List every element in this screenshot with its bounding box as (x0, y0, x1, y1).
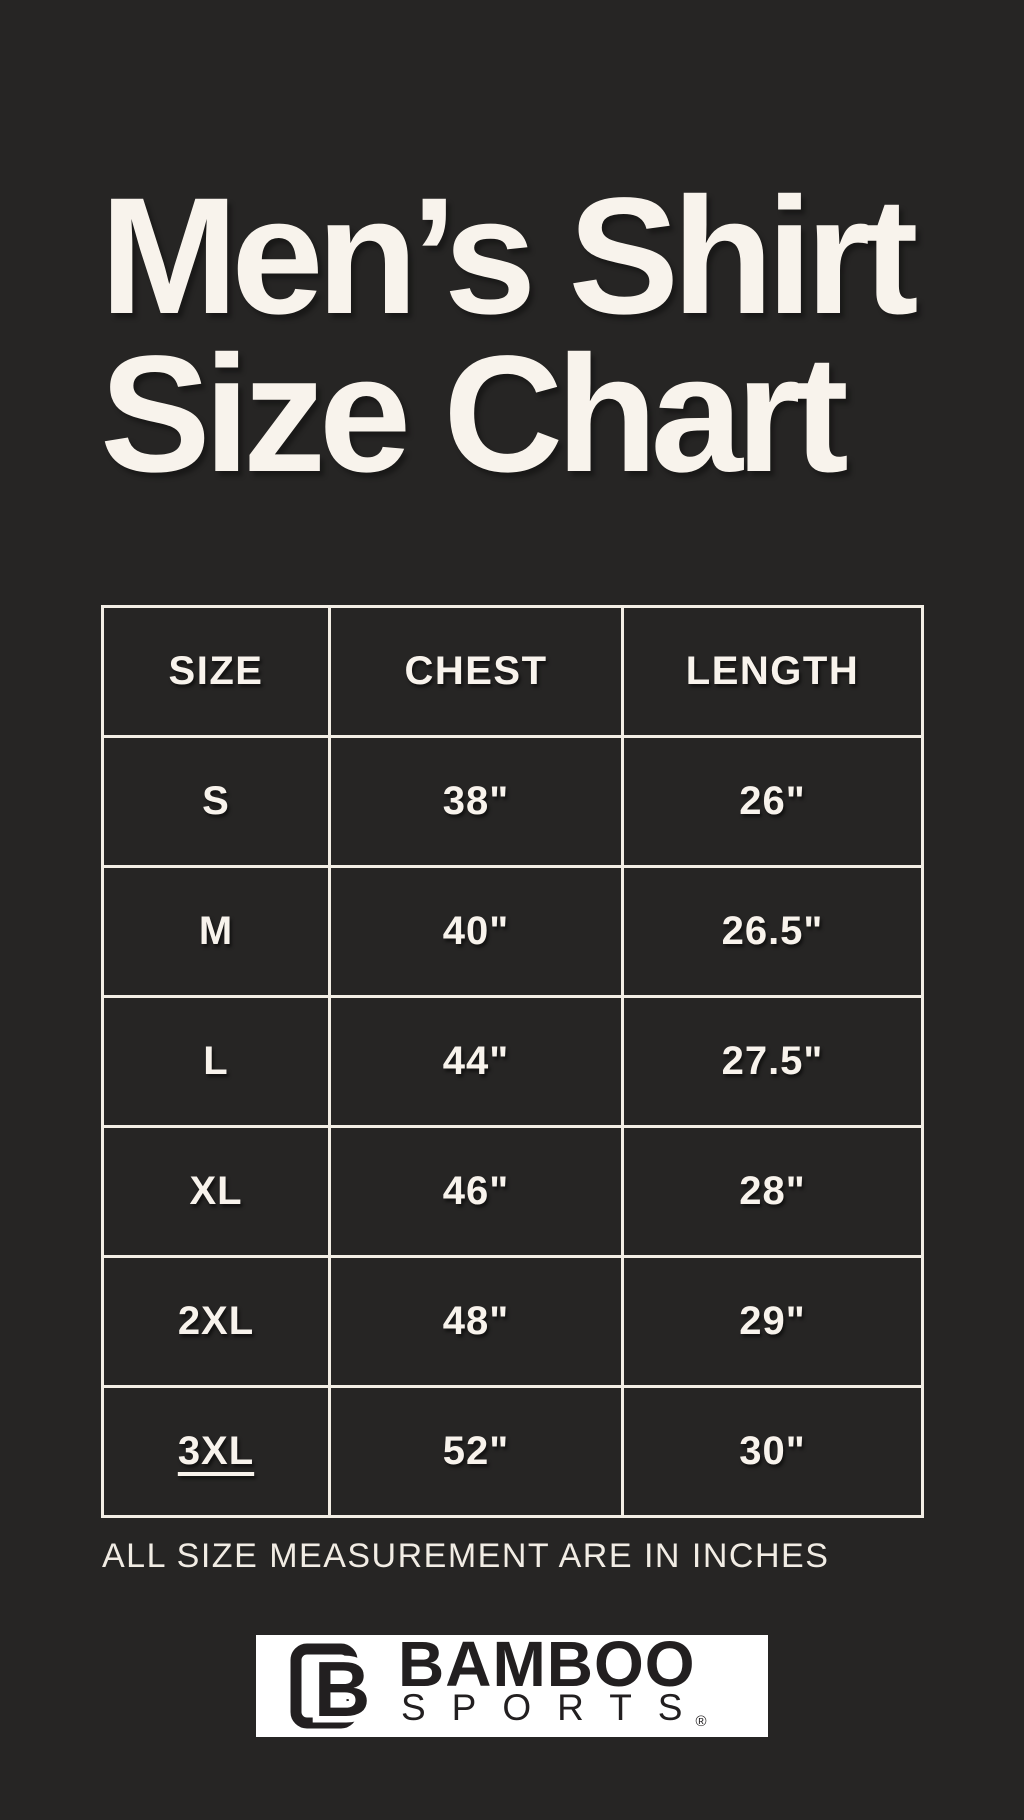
cell-chest: 46" (328, 1125, 624, 1258)
cell-length: 28" (621, 1125, 924, 1258)
cell-length: 29" (621, 1255, 924, 1388)
registered-trademark-symbol: ® (695, 1713, 707, 1730)
cell-chest: 40" (328, 865, 624, 998)
table-row: 2XL 48" 29" (101, 1255, 924, 1388)
cell-size: L (101, 995, 331, 1128)
cell-size: 3XL (101, 1385, 331, 1518)
brand-name-bottom: SPORTS® (398, 1689, 707, 1737)
page-title-line1: Men’s Shirt (100, 164, 919, 349)
header-length: LENGTH (621, 605, 924, 738)
table-row: 3XL 52" 30" (101, 1385, 924, 1518)
size-chart-table: SIZE CHEST LENGTH S 38" 26" M 40" 26.5" … (101, 605, 924, 1518)
brand-wordmark: BAMBOO SPORTS® (398, 1628, 707, 1737)
header-chest: CHEST (328, 605, 624, 738)
units-note: ALL SIZE MEASUREMENT ARE IN INCHES (102, 1537, 830, 1575)
cell-chest: 48" (328, 1255, 624, 1388)
cell-size: M (101, 865, 331, 998)
header-size: SIZE (101, 605, 331, 738)
brand-name-top: BAMBOO (398, 1628, 696, 1700)
monogram-letter: B (314, 1645, 370, 1731)
table-row: XL 46" 28" (101, 1125, 924, 1258)
cell-chest: 44" (328, 995, 624, 1128)
cell-length: 30" (621, 1385, 924, 1518)
cell-size: XL (101, 1125, 331, 1258)
page-title: Men’s Shirt Size Chart (100, 164, 919, 507)
bamboo-sports-monogram-icon: B (290, 1641, 377, 1731)
table-row: L 44" 27.5" (101, 995, 924, 1128)
table-row: M 40" 26.5" (101, 865, 924, 998)
cell-length: 26" (621, 735, 924, 868)
brand-logo: B BAMBOO SPORTS® (256, 1628, 768, 1737)
cell-length: 27.5" (621, 995, 924, 1128)
cell-size: S (101, 735, 331, 868)
table-header-row: SIZE CHEST LENGTH (101, 605, 924, 738)
cell-size-underlined: 3XL (177, 1429, 255, 1473)
cell-size: 2XL (101, 1255, 331, 1388)
brand-name-bottom-text: SPORTS (401, 1687, 709, 1728)
cell-length: 26.5" (621, 865, 924, 998)
page-title-line2: Size Chart (100, 322, 849, 507)
cell-chest: 38" (328, 735, 624, 868)
table-row: S 38" 26" (101, 735, 924, 868)
cell-chest: 52" (328, 1385, 624, 1518)
